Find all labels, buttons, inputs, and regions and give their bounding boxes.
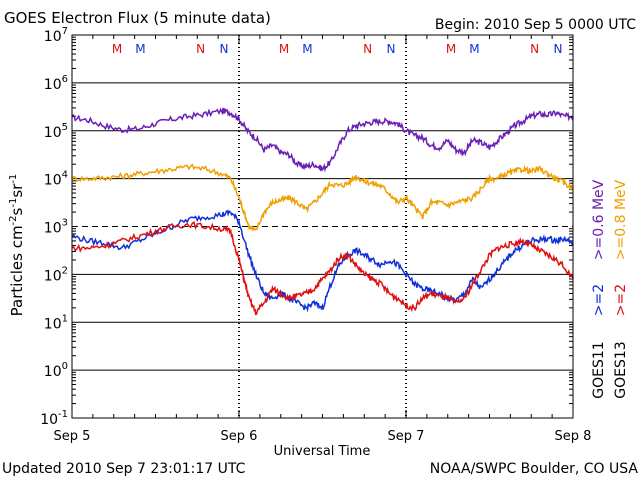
chart-title: GOES Electron Flux (5 minute data) [4, 9, 271, 27]
y-tick-label: 103 [44, 218, 68, 237]
x-tick-label: Sep 8 [555, 429, 592, 444]
y-tick-label: 104 [44, 170, 68, 189]
top-marker: M [469, 42, 479, 56]
legend: >=0.6 MeV >=0.8 MeV >=2 >=2 GOES11 GOES1… [591, 179, 629, 398]
legend-goes11: GOES11 [591, 341, 607, 398]
x-tick-labels: Sep 5 Sep 6 Sep 7 Sep 8 [54, 429, 592, 444]
begin-time: Begin: 2010 Sep 5 0000 UTC [434, 17, 636, 33]
top-marker: M [112, 42, 122, 56]
top-marker: M [302, 42, 312, 56]
y-tick-labels: 107 106 105 104 103 102 101 100 10-1 [40, 26, 68, 428]
legend-purple: >=0.6 MeV [591, 179, 607, 260]
y-tick-label: 102 [44, 265, 68, 284]
legend-red: >=2 [613, 284, 629, 316]
top-marker: N [386, 42, 395, 56]
x-axis-label: Universal Time [274, 444, 371, 459]
legend-orange: >=0.8 MeV [613, 179, 629, 260]
top-marker: N [363, 42, 372, 56]
y-tick-label: 101 [44, 313, 68, 332]
top-marker: M [446, 42, 456, 56]
series-line-1 [71, 163, 574, 232]
legend-blue: >=2 [591, 284, 607, 316]
top-marker: N [196, 42, 205, 56]
top-marker: N [553, 42, 562, 56]
top-marker: N [530, 42, 539, 56]
plot-frame [71, 34, 574, 419]
top-marker: N [219, 42, 228, 56]
y-axis-label: Particles cm-2s-1sr-1 [8, 174, 26, 317]
x-tick-label: Sep 7 [388, 429, 425, 444]
source-credit: NOAA/SWPC Boulder, CO USA [429, 461, 638, 477]
top-marker: M [135, 42, 145, 56]
y-tick-label: 100 [44, 361, 68, 380]
series-line-2 [71, 209, 574, 313]
series-line-0 [71, 107, 574, 173]
y-tick-label: 106 [44, 74, 68, 93]
y-tick-label: 10-1 [40, 409, 68, 428]
y-tick-label: 107 [44, 26, 68, 45]
updated-time: Updated 2010 Sep 7 23:01:17 UTC [2, 461, 246, 477]
y-tick-label: 105 [44, 122, 68, 141]
grid-lines [71, 35, 574, 418]
top-marker: M [279, 42, 289, 56]
series-line-3 [71, 220, 574, 316]
series-lines [71, 107, 574, 316]
x-tick-label: Sep 6 [221, 429, 258, 444]
x-tick-label: Sep 5 [54, 429, 91, 444]
legend-goes13: GOES13 [613, 341, 629, 398]
